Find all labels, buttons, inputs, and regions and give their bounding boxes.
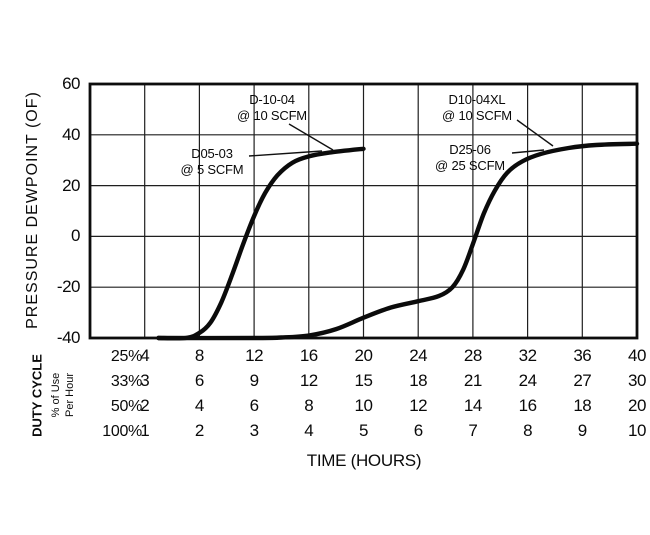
duty-hours-value: 21 [463,371,482,390]
duty-hours-value: 4 [194,396,204,415]
callout-d05-03: D05-03 @ 5 SCFM [142,146,282,177]
callout-flow-label: @ 25 SCFM [435,157,505,173]
duty-hours-value: 20 [354,346,373,365]
y-tick-label: 40 [62,124,80,144]
y-axis-title: PRESSURE DEWPOINT (OF) [24,91,41,329]
callout-pointer-line [511,149,545,154]
callout-pointer-line [248,150,323,157]
y-tick-label: 60 [62,74,80,93]
duty-hours-value: 12 [409,396,428,415]
duty-hours-value: 8 [194,346,204,365]
duty-hours-value: 28 [463,346,482,365]
duty-hours-value: 24 [409,346,428,365]
duty-hours-value: 18 [409,371,428,390]
duty-hours-value: 2 [194,421,204,440]
callout-d10-04xl: D10-04XL @ 10 SCFM [407,92,547,123]
duty-hours-value: 8 [304,396,314,415]
drydown-curve-2 [156,141,640,341]
duty-hours-value: 40 [628,346,646,365]
duty-hours-value: 6 [194,371,204,390]
duty-hours-value: 7 [468,421,478,440]
duty-hours-value: 24 [518,371,537,390]
per-hour-label: Per Hour [64,372,76,418]
duty-hours-value: 16 [299,346,318,365]
duty-hours-value: 36 [573,346,592,365]
callout-pointer-line [516,119,554,147]
duty-hours-value: 15 [354,371,373,390]
callout-model-label: D05-03 [191,146,233,161]
duty-hours-value: 20 [628,396,646,415]
drydown-curve-1 [156,146,366,341]
duty-hours-value: 2 [140,396,150,415]
duty-hours-value: 6 [413,421,423,440]
duty-hours-value: 6 [249,396,259,415]
callout-flow-label: @ 10 SCFM [237,107,307,123]
duty-cycle-row-label: 100% [102,423,142,440]
duty-hours-value: 12 [245,346,264,365]
y-tick-label: -20 [56,277,81,297]
callout-model-label: D-10-04 [249,92,295,107]
duty-hours-value: 9 [249,371,259,390]
duty-hours-value: 27 [573,371,592,390]
plot-frame [88,82,639,340]
x-axis-title: TIME (HOURS) [306,451,422,470]
callout-d-10-04: D-10-04 @ 10 SCFM [202,92,342,123]
duty-hours-value: 10 [354,396,373,415]
y-tick-label: 20 [62,175,80,195]
duty-hours-value: 16 [518,396,537,415]
duty-hours-value: 9 [577,421,587,440]
duty-hours-value: 3 [140,371,150,390]
callout-model-label: D10-04XL [448,92,506,107]
duty-hours-value: 32 [518,346,537,365]
duty-hours-value: 4 [304,421,314,440]
percent-of-use-label: % of Use [50,372,62,418]
duty-hours-value: 30 [628,371,646,390]
callout-pointer-line [288,123,334,151]
callout-model-label: D25-06 [449,142,491,157]
duty-hours-value: 14 [463,396,482,415]
callout-d25-06: D25-06 @ 25 SCFM [400,142,540,173]
y-tick-label: -40 [56,328,81,347]
callout-flow-label: @ 5 SCFM [180,161,244,177]
duty-hours-value: 1 [140,421,150,440]
duty-hours-value: 10 [628,421,646,440]
duty-cycle-row-label: 50% [110,398,142,415]
duty-cycle-row-label: 33% [110,373,142,390]
duty-hours-value: 12 [299,371,318,390]
duty-cycle-row-label: 25% [110,348,142,365]
callout-flow-label: @ 10 SCFM [442,107,512,123]
duty-hours-value: 4 [140,346,150,365]
y-tick-label: 0 [71,226,80,246]
duty-hours-value: 5 [359,421,368,440]
duty-cycle-label: DUTY CYCLE [29,354,45,437]
duty-hours-value: 8 [523,421,533,440]
duty-hours-value: 3 [249,421,259,440]
duty-hours-value: 18 [573,396,592,415]
